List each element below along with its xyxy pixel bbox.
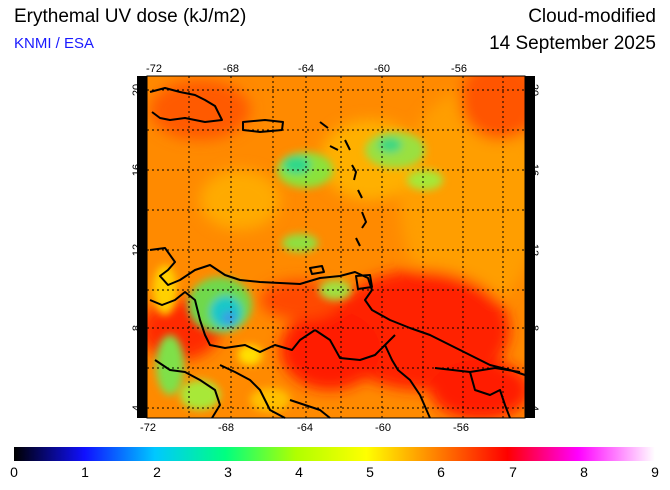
colorbar-label: 7 bbox=[509, 464, 517, 480]
left-latitude-ticks: 20 16 12 8 4 bbox=[131, 84, 143, 411]
coastlines bbox=[149, 87, 526, 419]
lat-tick-left: 12 bbox=[131, 244, 143, 256]
lat-tick-left: 16 bbox=[131, 164, 143, 176]
lon-tick-top: -60 bbox=[374, 63, 390, 75]
lon-tick-bottom: -60 bbox=[375, 422, 391, 434]
lat-tick-left: 8 bbox=[131, 325, 143, 331]
credit-label: KNMI / ESA bbox=[14, 35, 95, 52]
colorbar-label: 9 bbox=[651, 464, 659, 480]
right-latitude-ticks: 20 16 12 8 4 bbox=[528, 84, 540, 411]
top-longitude-ticks: -72 -68 -64 -60 -56 bbox=[146, 63, 467, 75]
lat-tick-right: 8 bbox=[528, 325, 540, 331]
lat-tick-left: 4 bbox=[131, 405, 143, 411]
map-left-frame bbox=[137, 76, 147, 418]
lon-tick-top: -56 bbox=[451, 63, 467, 75]
lon-tick-bottom: -64 bbox=[297, 422, 313, 434]
lat-tick-right: 4 bbox=[528, 405, 540, 411]
colorbar-label: 8 bbox=[580, 464, 588, 480]
colorbar-label: 3 bbox=[224, 464, 232, 480]
product-label: Cloud-modified bbox=[528, 6, 656, 27]
lon-tick-bottom: -68 bbox=[218, 422, 234, 434]
lon-tick-top: -64 bbox=[298, 63, 314, 75]
lat-tick-right: 16 bbox=[528, 164, 540, 176]
colorbar-label: 6 bbox=[437, 464, 445, 480]
lat-tick-right: 20 bbox=[528, 84, 540, 96]
map-title: Erythemal UV dose (kJ/m2) bbox=[14, 6, 247, 27]
bottom-longitude-ticks: -72 -68 -64 -60 -56 bbox=[140, 422, 469, 434]
colorbar-label: 5 bbox=[366, 464, 374, 480]
map-frame bbox=[146, 75, 526, 419]
lat-tick-left: 20 bbox=[131, 84, 143, 96]
lon-tick-top: -68 bbox=[223, 63, 239, 75]
lon-tick-bottom: -72 bbox=[140, 422, 156, 434]
graticule bbox=[147, 76, 525, 418]
colorbar-label: 1 bbox=[81, 464, 89, 480]
lon-tick-bottom: -56 bbox=[453, 422, 469, 434]
uv-field bbox=[147, 76, 525, 418]
colorbar-label: 4 bbox=[295, 464, 303, 480]
lon-tick-top: -72 bbox=[146, 63, 162, 75]
date-label: 14 September 2025 bbox=[489, 33, 656, 54]
lat-tick-right: 12 bbox=[528, 244, 540, 256]
colorbar-label: 0 bbox=[10, 464, 18, 480]
map-right-frame bbox=[525, 76, 535, 418]
colorbar-label: 2 bbox=[153, 464, 161, 480]
colorbar bbox=[14, 447, 655, 461]
